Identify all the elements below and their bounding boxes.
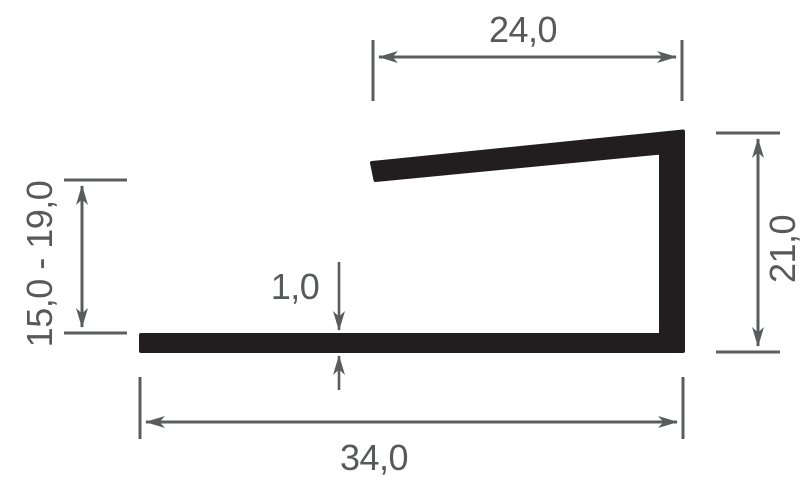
dim-label-bottom-width: 34,0 (340, 437, 408, 478)
dim-left-opening: 15,0 - 19,0 (19, 178, 127, 348)
dim-label-left-opening: 15,0 - 19,0 (19, 181, 60, 348)
dim-material-thickness: 1,0 (271, 262, 345, 390)
profile-fill-group (139, 129, 685, 353)
dimension-linework: 24,0 21,0 15,0 - 19,0 1,0 (19, 9, 803, 478)
dim-right-height: 21,0 (716, 131, 803, 354)
dim-label-top-width: 24,0 (489, 9, 557, 50)
profile-shape (139, 129, 685, 353)
dim-label-right-height: 21,0 (762, 215, 803, 283)
dim-label-material-thickness: 1,0 (271, 266, 320, 307)
profile-stroke-group (139, 129, 685, 353)
dim-top-width: 24,0 (371, 9, 684, 101)
dim-bottom-width: 34,0 (138, 377, 685, 478)
